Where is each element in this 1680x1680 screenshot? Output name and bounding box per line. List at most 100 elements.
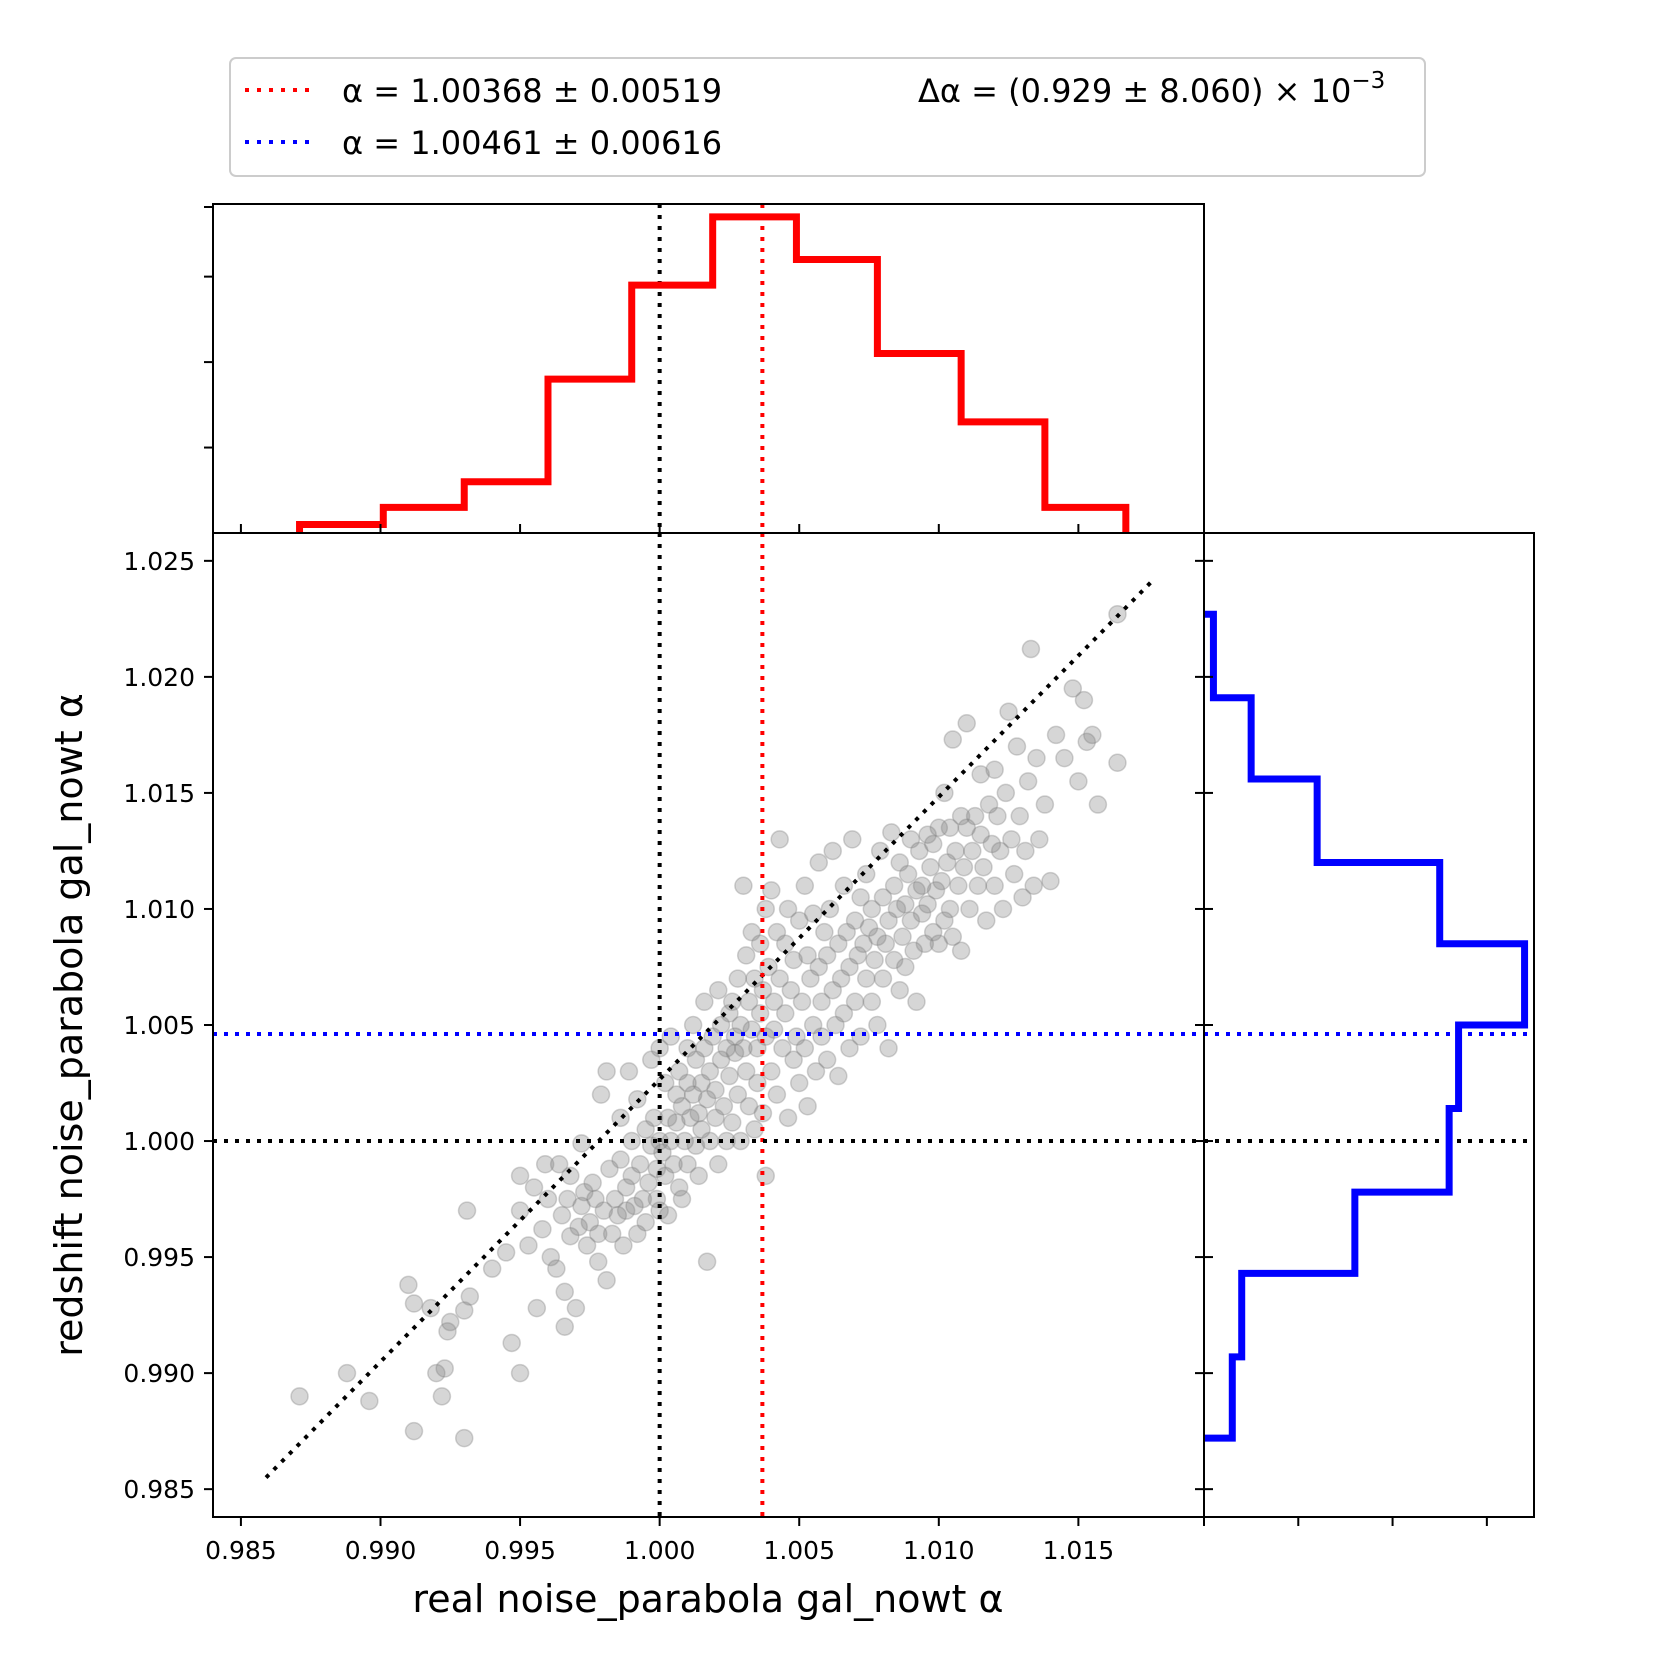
scatter-point [812, 992, 831, 1012]
scatter-point [683, 1085, 703, 1104]
y-tick-label: 1.020 [123, 663, 195, 692]
y-axis-ticks: 0.985 0.990 0.995 1.000 1.005 1.010 1.015 1.020… [123, 547, 1204, 1504]
scatter-point [510, 1166, 530, 1186]
scatter-point [1035, 795, 1055, 814]
scatter-point [932, 871, 951, 891]
scatter-point [815, 922, 834, 942]
scatter-point [686, 1050, 706, 1070]
scatter-point [979, 795, 999, 814]
y-tick-label: 1.025 [123, 547, 195, 576]
scatter-point [784, 950, 803, 970]
scatter-point [1018, 772, 1038, 791]
scatter-point [1055, 748, 1074, 768]
top-histogram-steps [296, 213, 1130, 533]
scatter-point [720, 1066, 739, 1086]
scatter-point [762, 881, 781, 900]
scatter-point [1030, 830, 1049, 849]
scatter-point [722, 992, 742, 1012]
scatter-point [1007, 737, 1027, 756]
scatter-point [636, 1213, 655, 1232]
scatter-point [519, 1236, 538, 1255]
scatter-point [1002, 830, 1021, 849]
scatter-point [457, 1201, 477, 1220]
scatter-point [840, 1038, 859, 1058]
scatter-point [731, 1015, 750, 1035]
scatter-point [882, 823, 901, 842]
y-tick-label: 0.990 [123, 1359, 195, 1388]
x-tick-label: 1.000 [624, 1536, 696, 1565]
scatter-point [845, 911, 865, 930]
scatter-point [767, 922, 787, 942]
scatter-point [968, 876, 988, 896]
scatter-point [963, 841, 982, 861]
scatter-point [778, 1108, 798, 1128]
scatter-point [734, 876, 753, 896]
scatter-point [742, 922, 762, 942]
scatter-point [502, 1333, 521, 1353]
scatter-point [683, 1015, 703, 1035]
scatter-point [873, 888, 893, 907]
scatter-point [728, 969, 748, 988]
scatter-point [890, 853, 909, 872]
scatter-point [756, 899, 775, 919]
scatter-panel: 0.985 0.990 0.995 1.000 1.005 1.010 1.015 0.98… [47, 532, 1205, 1621]
scatter-point [695, 992, 714, 1012]
scatter-point [856, 969, 876, 988]
top-histogram-panel [204, 203, 1205, 534]
scatter-point [636, 1120, 655, 1139]
top-histogram-content [296, 204, 1130, 533]
scatter-point [792, 992, 812, 1012]
scatter-point [524, 1178, 544, 1197]
scatter-reference-lines [213, 533, 1204, 1517]
y-tick-label: 1.015 [123, 779, 195, 808]
scatter-point [767, 1085, 787, 1104]
scatter-point [809, 957, 829, 977]
scatter-point [809, 853, 829, 872]
scatter-point [454, 1301, 474, 1320]
scatter-point [583, 1173, 602, 1193]
scatter-point [1024, 876, 1043, 896]
scatter-point [996, 783, 1016, 803]
scatter-point [762, 1062, 781, 1081]
scatter-point [896, 957, 915, 977]
scatter-point [594, 1201, 614, 1220]
scatter-point [870, 841, 890, 861]
scatter-point [1108, 753, 1127, 773]
scatter-point [982, 834, 1002, 854]
scatter-point [622, 1166, 641, 1186]
scatter-point [496, 1243, 516, 1262]
scatter-point [697, 1090, 717, 1109]
scatter-point [717, 1131, 736, 1151]
scatter-point [555, 1317, 574, 1336]
scatter-point [728, 1085, 748, 1104]
legend-delta-label: Δα = (0.929 ± 8.060) × 10−3 [918, 68, 1385, 110]
scatter-point [700, 1062, 720, 1081]
scatter-point [789, 911, 809, 930]
scatter-point [817, 1050, 837, 1070]
scatter-point [935, 783, 954, 803]
scatter-point [901, 911, 921, 930]
scatter-point [817, 946, 837, 965]
scatter-point [923, 834, 943, 854]
scatter-point [887, 899, 907, 919]
scatter-point [714, 1096, 734, 1116]
top-histogram-ticks [204, 206, 1080, 533]
scatter-point [580, 1213, 600, 1232]
scatter-point [290, 1387, 309, 1406]
scatter-point [848, 946, 868, 965]
scatter-point [734, 1038, 753, 1058]
scatter-point [454, 1428, 474, 1448]
scatter-point [600, 1159, 619, 1179]
scatter-point [1016, 841, 1035, 861]
scatter-point [795, 1038, 815, 1058]
x-tick-label: 0.995 [484, 1536, 556, 1565]
scatter-point [681, 1108, 700, 1128]
scatter-point [856, 864, 876, 884]
scatter-point [611, 1150, 630, 1169]
scatter-point [1074, 690, 1094, 710]
scatter-point [935, 911, 954, 930]
legend-frame [229, 57, 1426, 177]
scatter-frame [212, 532, 1205, 1518]
scatter-point [837, 922, 856, 942]
